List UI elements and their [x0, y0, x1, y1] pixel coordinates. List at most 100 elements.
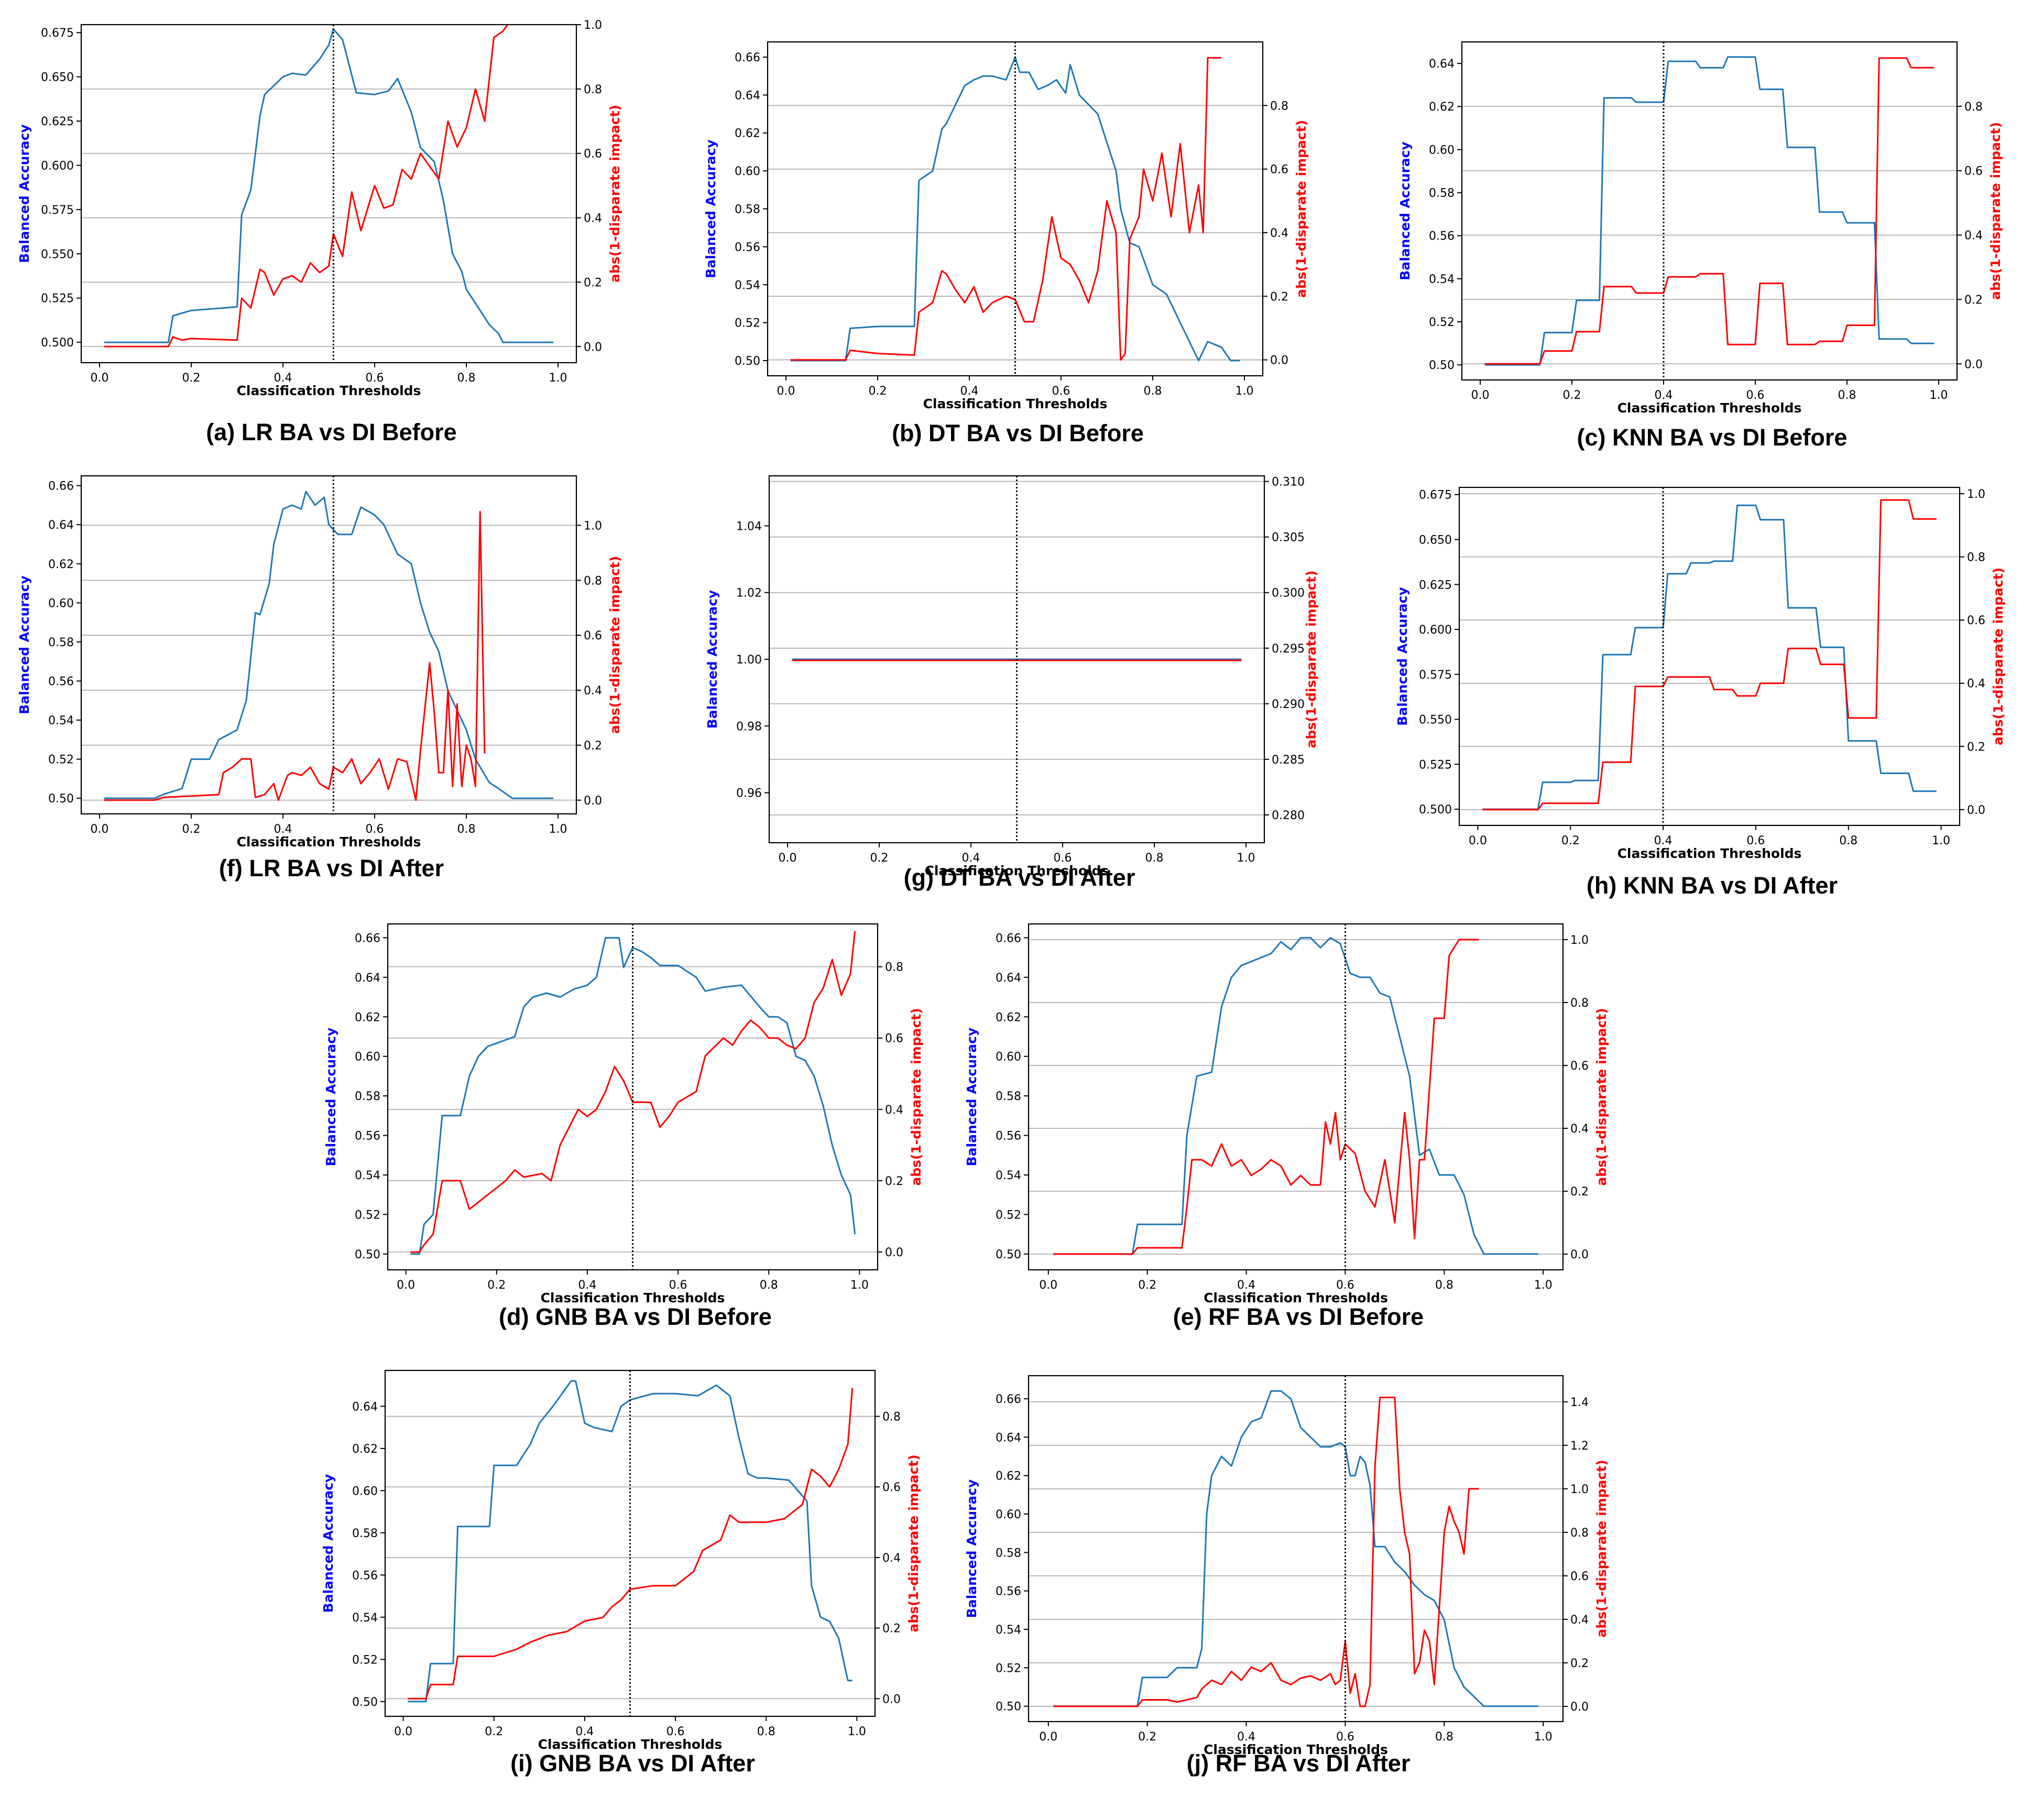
x-tick-label: 0.0	[1471, 389, 1490, 402]
y-tick-label-left: 0.54	[48, 714, 74, 727]
x-axis-label: Classification Thresholds	[1617, 400, 1802, 416]
y-tick-label-right: 0.280	[1272, 809, 1305, 822]
x-tick-label: 0.4	[1655, 389, 1673, 402]
y-tick-label-right: 0.6	[1967, 614, 1985, 627]
plot-frame	[1028, 923, 1564, 1271]
disparate-impact-line	[410, 931, 856, 1253]
x-tick-label: 0.6	[1746, 389, 1765, 402]
x-axis-label: Classification Thresholds	[541, 1290, 725, 1305]
y-tick-label-right: 1.4	[1570, 1396, 1589, 1409]
x-tick-label: 0.4	[578, 1279, 596, 1292]
chart-panel-f: 0.0 0.2 0.4 0.6 0.8 1.0 0.50 0.52 0.54 0.56 0.58 0.…	[17, 475, 622, 881]
chart-panel-c: 0.0 0.2 0.4 0.6 0.8 1.0 0.50 0.52 0.54 0.56 0.58 0.…	[1397, 41, 2003, 451]
y-tick-label-left: 0.56	[355, 1130, 380, 1143]
chart-caption: (j) RF BA vs DI After	[1187, 1750, 1411, 1777]
x-tick-label: 0.4	[274, 372, 292, 385]
y-tick-label-left: 0.575	[1419, 669, 1452, 682]
x-tick-label: 0.6	[1054, 852, 1072, 865]
y-tick-label-left: 0.675	[1419, 489, 1452, 502]
y-tick-label-right: 1.0	[1967, 488, 1985, 501]
y-tick-label-left: 0.52	[355, 1209, 380, 1222]
y-tick-label-right: 0.4	[885, 1104, 903, 1117]
x-tick-label: 1.0	[1534, 1730, 1553, 1744]
y-tick-label-right: 0.4	[1967, 678, 1985, 691]
y-tick-label-left: 0.625	[1419, 579, 1452, 592]
y-axis-label-left: Balanced Accuracy	[964, 1028, 979, 1167]
x-tick-label: 0.2	[1138, 1730, 1156, 1744]
y-tick-label-left: 0.600	[1419, 624, 1452, 637]
chart-caption: (h) KNN BA vs DI After	[1587, 872, 1838, 899]
disparate-impact-line	[408, 1388, 854, 1700]
y-tick-label-left: 0.54	[996, 1624, 1021, 1637]
x-tick-label: 0.6	[1336, 1279, 1354, 1292]
y-tick-label-right: 0.0	[885, 1246, 903, 1259]
balanced-accuracy-line	[408, 1380, 852, 1703]
chart-caption: (e) RF BA vs DI Before	[1173, 1303, 1424, 1330]
chart-caption: (f) LR BA vs DI After	[219, 855, 444, 881]
x-tick-label: 0.6	[1746, 834, 1765, 847]
x-tick-label: 1.0	[1236, 385, 1254, 398]
y-tick-label-right: 0.305	[1272, 531, 1305, 545]
x-tick-label: 0.2	[485, 1725, 503, 1738]
x-tick-label: 0.8	[1435, 1730, 1453, 1744]
y-tick-label-left: 0.56	[48, 675, 74, 688]
y-tick-label-left: 0.550	[41, 248, 74, 261]
y-axis-label-right: abs(1-disparate impact)	[1991, 568, 2006, 745]
y-tick-label-left: 0.62	[355, 1011, 380, 1024]
y-tick-label-left: 0.62	[48, 558, 74, 571]
y-tick-label-left: 0.64	[996, 1431, 1021, 1444]
y-tick-label-left: 0.50	[352, 1696, 378, 1709]
y-axis-label-left: Balanced Accuracy	[17, 124, 32, 263]
y-tick-label-left: 0.58	[735, 203, 760, 216]
y-tick-label-right: 0.310	[1272, 476, 1305, 489]
y-tick-label-left: 0.52	[996, 1209, 1021, 1222]
y-tick-label-right: 0.6	[584, 148, 602, 161]
y-tick-label-left: 0.500	[1419, 803, 1452, 817]
x-tick-label: 0.2	[487, 1279, 506, 1292]
plot-frame	[387, 923, 879, 1271]
y-tick-label-left: 0.50	[1429, 359, 1455, 372]
chart-panel-i: 0.0 0.2 0.4 0.6 0.8 1.0 0.50 0.52 0.54 0.56 0.58 0.…	[321, 1369, 921, 1777]
y-tick-label-left: 0.66	[48, 480, 74, 493]
y-tick-label-left: 0.50	[996, 1248, 1021, 1261]
x-tick-label: 0.6	[366, 372, 384, 385]
x-tick-label: 0.2	[182, 823, 201, 836]
x-tick-label: 0.6	[669, 1279, 687, 1292]
y-tick-label-right: 0.6	[1964, 165, 1983, 178]
y-tick-label-left: 0.64	[1429, 58, 1455, 71]
y-tick-label-right: 0.290	[1272, 698, 1305, 711]
x-tick-label: 0.8	[457, 372, 476, 385]
disparate-impact-line	[1484, 57, 1934, 365]
y-axis-label-left: Balanced Accuracy	[17, 575, 32, 714]
y-tick-label-left: 0.64	[735, 89, 760, 102]
y-tick-label-left: 0.54	[996, 1169, 1021, 1182]
y-tick-label-left: 0.56	[735, 241, 760, 254]
y-tick-label-left: 0.56	[1429, 230, 1455, 243]
x-tick-label: 0.4	[274, 823, 292, 836]
y-tick-label-left: 0.50	[735, 355, 760, 368]
x-tick-label: 0.0	[1039, 1279, 1057, 1292]
x-tick-label: 0.2	[1138, 1279, 1156, 1292]
y-tick-label-left: 0.60	[352, 1485, 378, 1498]
y-tick-label-right: 0.6	[1570, 1570, 1589, 1583]
y-tick-label-left: 0.500	[41, 336, 74, 350]
y-tick-label-right: 0.0	[1570, 1248, 1589, 1261]
y-axis-label-left: Balanced Accuracy	[705, 590, 720, 729]
y-tick-label-left: 0.66	[996, 932, 1021, 945]
y-tick-label-left: 0.58	[355, 1090, 380, 1103]
x-tick-label: 0.0	[779, 852, 797, 865]
y-tick-label-left: 0.56	[996, 1585, 1021, 1598]
y-tick-label-left: 1.04	[736, 520, 762, 533]
y-tick-label-right: 0.8	[1570, 1527, 1589, 1540]
y-tick-label-right: 1.0	[1570, 1483, 1589, 1496]
x-tick-label: 0.8	[757, 1725, 775, 1738]
y-tick-label-right: 0.0	[882, 1693, 901, 1706]
x-tick-label: 0.0	[91, 372, 109, 385]
y-axis-label-left: Balanced Accuracy	[1395, 587, 1410, 726]
y-tick-label-right: 0.4	[584, 212, 602, 225]
disparate-impact-line	[790, 57, 1222, 361]
balanced-accuracy-line	[1482, 504, 1937, 810]
x-tick-label: 0.6	[1052, 385, 1070, 398]
y-tick-label-right: 0.6	[885, 1032, 903, 1046]
y-tick-label-right: 0.6	[1570, 1060, 1589, 1073]
